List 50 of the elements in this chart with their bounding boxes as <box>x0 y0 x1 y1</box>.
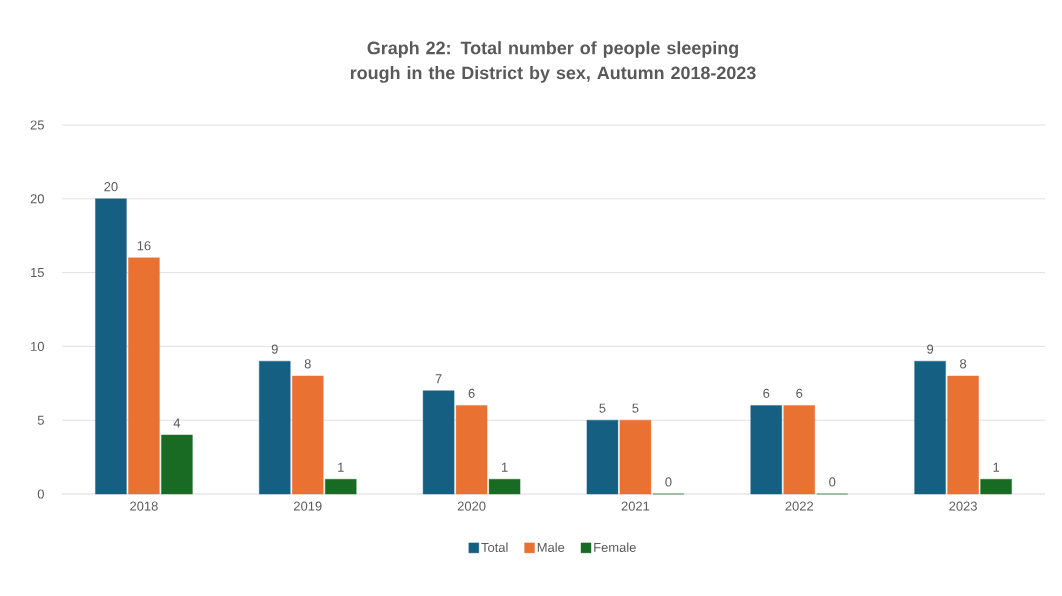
data-label: 16 <box>137 241 151 251</box>
bar <box>783 405 815 495</box>
x-tick-label: 2020 <box>457 501 486 511</box>
data-label: 0 <box>829 477 836 487</box>
data-label: 8 <box>304 359 311 369</box>
y-tick-label: 0 <box>37 489 44 499</box>
data-label: 7 <box>435 374 442 384</box>
data-label: 6 <box>468 388 475 398</box>
y-tick-label: 15 <box>31 268 44 278</box>
bar <box>619 420 652 495</box>
data-label: 20 <box>104 182 118 192</box>
x-tick-label: 2022 <box>785 501 813 511</box>
data-label: 4 <box>173 418 181 428</box>
bar <box>259 360 291 495</box>
y-tick-label: 20 <box>30 194 44 204</box>
bar <box>128 257 160 495</box>
x-tick-label: 2018 <box>130 501 158 511</box>
bar <box>750 405 782 495</box>
data-label: 1 <box>993 462 1000 472</box>
data-label: 9 <box>927 344 934 354</box>
data-label: 5 <box>632 403 639 413</box>
data-label: 8 <box>960 359 967 369</box>
bar <box>455 405 488 495</box>
x-tick-label: 2021 <box>621 501 650 511</box>
data-label: 9 <box>271 344 278 354</box>
legend-label: Female <box>594 542 636 552</box>
bar <box>980 479 1012 495</box>
bar <box>95 198 127 495</box>
bar <box>292 375 324 495</box>
data-label: 0 <box>665 477 672 487</box>
data-label: 6 <box>796 388 803 398</box>
chart-title: Graph 22: Total number of people sleeping rough in the District by sex, Autumn 2018-2023 <box>350 41 756 83</box>
bar <box>914 360 946 495</box>
x-tick-label: 2023 <box>949 501 977 511</box>
bar <box>161 434 193 495</box>
data-label: 1 <box>501 462 508 472</box>
y-tick-label: 10 <box>31 341 44 351</box>
y-tick-label: 25 <box>30 120 44 130</box>
data-label: 5 <box>599 403 606 413</box>
bar <box>488 479 521 495</box>
bar <box>586 420 619 495</box>
bar <box>947 375 979 495</box>
bar <box>422 390 455 495</box>
data-label: 1 <box>338 462 344 472</box>
legend-label: Total <box>481 542 508 552</box>
bar <box>325 479 357 495</box>
y-tick-label: 5 <box>37 415 44 425</box>
data-label: 6 <box>763 388 770 398</box>
x-tick-label: 2019 <box>294 501 322 511</box>
legend-label: Male <box>537 542 565 552</box>
